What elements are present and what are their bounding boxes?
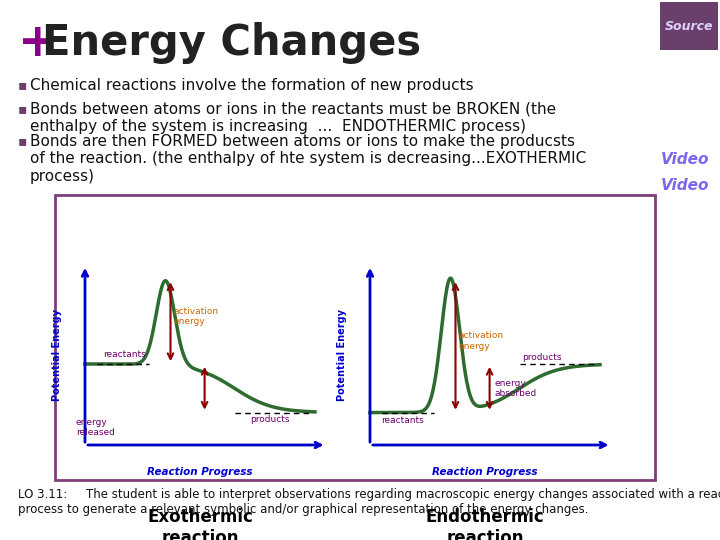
Text: reactants: reactants (382, 416, 424, 424)
Text: products: products (251, 415, 290, 423)
Text: Bonds between atoms or ions in the reactants must be BROKEN (the
enthalpy of the: Bonds between atoms or ions in the react… (30, 102, 556, 134)
Text: Energy Changes: Energy Changes (42, 22, 421, 64)
Text: Source: Source (665, 19, 714, 32)
Text: Reaction Progress: Reaction Progress (432, 467, 538, 477)
Text: Video: Video (661, 152, 709, 167)
Text: products: products (522, 353, 562, 362)
Bar (55, 195, 655, 480)
Text: ▪: ▪ (18, 78, 27, 92)
Text: activation
energy: activation energy (459, 332, 503, 350)
Text: ▪: ▪ (18, 102, 27, 116)
Text: reactants: reactants (104, 350, 146, 359)
Text: activation
energy: activation energy (174, 307, 219, 326)
Text: Video: Video (661, 178, 709, 192)
Text: Reaction Progress: Reaction Progress (148, 467, 253, 477)
Text: Bonds are then FORMED between atoms or ions to make the producsts
of the reactio: Bonds are then FORMED between atoms or i… (30, 134, 586, 184)
Text: Chemical reactions involve the formation of new products: Chemical reactions involve the formation… (30, 78, 474, 93)
Text: ▪: ▪ (18, 134, 27, 148)
Text: energy
absorbed: energy absorbed (494, 379, 536, 398)
Text: Exothermic
reaction: Exothermic reaction (147, 508, 253, 540)
Text: Potential Energy: Potential Energy (338, 309, 347, 401)
Bar (660, 2, 718, 50)
Text: energy
released: energy released (76, 417, 114, 437)
Text: LO 3.11:     The student is able to interpret observations regarding macroscopic: LO 3.11: The student is able to interpre… (18, 488, 720, 516)
Text: Potential Energy: Potential Energy (53, 309, 63, 401)
Text: Endothermic
reaction: Endothermic reaction (426, 508, 544, 540)
Text: +: + (18, 21, 58, 65)
